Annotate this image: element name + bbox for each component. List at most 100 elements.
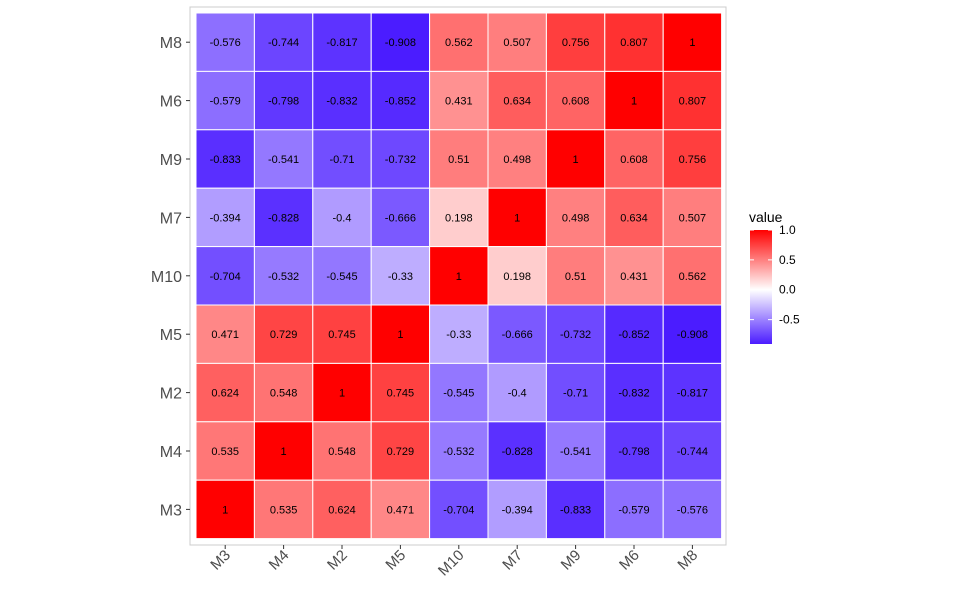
heatmap-cell xyxy=(604,70,664,131)
cell-value-label: 0.807 xyxy=(620,37,648,49)
legend-tick-label: 0.5 xyxy=(779,253,796,267)
heatmap-cell xyxy=(662,246,723,306)
cell-value-label: -0.532 xyxy=(268,271,299,283)
cell-value-label: 0.498 xyxy=(562,212,590,224)
cell-value-label: -0.704 xyxy=(443,504,474,516)
cell-value-label: -0.4 xyxy=(508,388,527,400)
y-tick-label: M5 xyxy=(160,327,182,344)
cell-value-label: -0.817 xyxy=(677,388,708,400)
cell-value-label: -0.798 xyxy=(268,96,299,108)
cell-value-label: -0.833 xyxy=(560,504,591,516)
heatmap-cell xyxy=(370,70,431,131)
cell-value-label: -0.828 xyxy=(502,446,533,458)
heatmap-cell xyxy=(429,304,489,364)
x-axis: M3 M4 M2 M5 M10 M7 M9 M6 M8 xyxy=(207,545,701,579)
heatmap-cell xyxy=(195,362,255,423)
cell-value-label: 0.745 xyxy=(328,329,356,341)
heatmap-cell xyxy=(429,421,489,481)
legend-colorbar xyxy=(750,230,772,344)
heatmap-cell xyxy=(487,246,547,306)
heatmap-cell xyxy=(604,479,664,540)
cell-value-label: -0.71 xyxy=(329,154,354,166)
heatmap-cell xyxy=(545,12,606,72)
cell-value-label: 0.562 xyxy=(679,271,707,283)
x-tick-label: M6 xyxy=(616,547,643,574)
cell-value-label: -0.732 xyxy=(560,329,591,341)
cell-value-label: 0.471 xyxy=(387,504,415,516)
heatmap-cell xyxy=(487,304,547,364)
heatmap-cell xyxy=(312,246,372,306)
cell-value-label: 1 xyxy=(631,96,637,108)
cell-value-label: -0.33 xyxy=(446,329,471,341)
heatmap-cell xyxy=(662,479,723,540)
cell-value-label: -0.576 xyxy=(677,504,708,516)
heatmap-cell xyxy=(370,129,431,189)
heatmap-cell xyxy=(604,187,664,248)
legend-ticks: 1.0 0.5 0.0 -0.5 xyxy=(750,223,800,327)
y-tick-label: M10 xyxy=(151,269,182,286)
heatmap-cell xyxy=(253,187,314,248)
cell-value-label: -0.579 xyxy=(210,96,241,108)
cell-value-label: -0.732 xyxy=(385,154,416,166)
heatmap-cell xyxy=(312,187,372,248)
cell-value-label: 1 xyxy=(456,271,462,283)
heatmap-cell xyxy=(429,70,489,131)
heatmap-cell xyxy=(370,421,431,481)
cell-value-label: -0.394 xyxy=(502,504,533,516)
heatmap-cells xyxy=(195,12,723,540)
cell-value-label: 1 xyxy=(281,446,287,458)
cell-value-label: -0.666 xyxy=(502,329,533,341)
cell-value-label: -0.545 xyxy=(443,388,474,400)
heatmap-cell xyxy=(487,362,547,423)
cell-value-label: -0.832 xyxy=(618,388,649,400)
cell-value-label: 0.535 xyxy=(270,504,298,516)
heatmap-cell xyxy=(253,479,314,540)
heatmap-cell xyxy=(195,304,255,364)
cell-value-label: -0.908 xyxy=(385,37,416,49)
x-tick-label: M7 xyxy=(499,547,526,574)
heatmap-cell xyxy=(253,70,314,131)
cell-value-label: -0.71 xyxy=(563,388,588,400)
cell-value-label: -0.908 xyxy=(677,329,708,341)
cell-value-label: 0.608 xyxy=(620,154,648,166)
y-tick-label: M6 xyxy=(160,94,182,111)
cell-value-label: -0.832 xyxy=(326,96,357,108)
cell-value-label: 0.498 xyxy=(503,154,531,166)
heatmap-cell xyxy=(253,129,314,189)
heatmap-cell xyxy=(370,187,431,248)
cell-value-label: 0.634 xyxy=(503,96,531,108)
cell-value-label: -0.394 xyxy=(210,212,241,224)
heatmap-cell xyxy=(429,129,489,189)
cell-value-label: -0.545 xyxy=(326,271,357,283)
heatmap-cell xyxy=(370,12,431,72)
cell-value-label: -0.4 xyxy=(333,212,352,224)
heatmap-cell xyxy=(662,304,723,364)
heatmap-cell xyxy=(253,421,314,481)
y-tick-label: M3 xyxy=(160,502,182,519)
cell-value-label: -0.828 xyxy=(268,212,299,224)
legend-title: value xyxy=(749,209,783,225)
cell-value-label: 0.729 xyxy=(387,446,415,458)
heatmap-cell xyxy=(429,246,489,306)
cell-value-label: 0.807 xyxy=(679,96,707,108)
cell-value-label: -0.798 xyxy=(618,446,649,458)
cell-value-label: -0.817 xyxy=(326,37,357,49)
heatmap-cell xyxy=(429,479,489,540)
cell-value-label: -0.666 xyxy=(385,212,416,224)
heatmap-cell xyxy=(195,421,255,481)
heatmap-cell xyxy=(662,362,723,423)
heatmap-cell xyxy=(662,187,723,248)
heatmap-cell xyxy=(604,246,664,306)
x-tick-label: M9 xyxy=(558,547,585,574)
cell-value-label: 0.431 xyxy=(445,96,473,108)
cell-value-label: 0.756 xyxy=(679,154,707,166)
cell-value-label: 1 xyxy=(222,504,228,516)
cell-value-label: 0.51 xyxy=(565,271,586,283)
cell-value-label: -0.576 xyxy=(210,37,241,49)
cell-value-label: -0.704 xyxy=(210,271,241,283)
cell-value-label: 0.756 xyxy=(562,37,590,49)
heatmap-cell xyxy=(312,70,372,131)
cell-value-label: 0.624 xyxy=(211,388,239,400)
y-tick-label: M8 xyxy=(160,35,182,52)
